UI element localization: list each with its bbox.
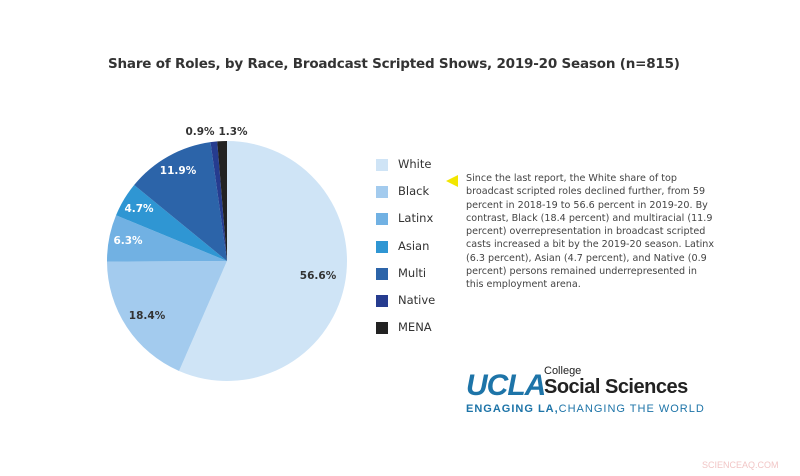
legend-swatch	[376, 322, 388, 335]
watermark: SCIENCEAQ.COM	[702, 460, 779, 470]
pie-slice-multi	[134, 142, 227, 261]
logo-social-sciences: Social Sciences	[544, 376, 688, 398]
legend-label: Asian	[398, 238, 430, 253]
chart-title: Share of Roles, by Race, Broadcast Scrip…	[108, 56, 680, 72]
legend-label: Black	[398, 184, 430, 199]
legend-swatch	[376, 213, 388, 226]
legend-item-asian: Asian	[376, 239, 435, 266]
data-label-mena: 1.3%	[218, 126, 248, 138]
legend-label: White	[398, 157, 432, 171]
logo-tagline: ENGAGING LA,CHANGING THE WORLD	[466, 403, 705, 415]
legend-label: Native	[398, 292, 436, 307]
legend-item-mena: MENA	[376, 320, 435, 347]
data-label-multi: 11.9%	[160, 165, 197, 177]
data-label-white: 56.6%	[300, 270, 337, 282]
data-label-native: 0.9%	[185, 126, 215, 138]
pie-slice-asian	[116, 185, 227, 261]
data-label-asian: 4.7%	[124, 203, 154, 215]
legend-swatch	[376, 267, 388, 280]
legend-swatch	[376, 240, 388, 253]
pie-slice-black	[107, 261, 227, 372]
pie-slice-native	[210, 141, 227, 261]
pie-slice-white	[179, 141, 347, 381]
data-label-latinx: 6.3%	[113, 235, 143, 247]
data-label-black: 18.4%	[129, 310, 166, 322]
logo-college: College	[544, 365, 582, 377]
legend-item-native: Native	[376, 293, 435, 320]
legend-swatch	[376, 159, 388, 171]
legend: White Black Latinx Asian Multi Native MENA	[376, 157, 435, 347]
legend-swatch	[376, 294, 388, 307]
legend-label: Latinx	[398, 211, 434, 226]
legend-swatch	[376, 186, 388, 199]
pie-slice-latinx	[107, 215, 227, 262]
legend-item-black: Black	[376, 184, 435, 211]
pointer-arrow-icon	[446, 175, 458, 187]
legend-item-white: White	[376, 157, 435, 184]
legend-item-multi: Multi	[376, 266, 435, 293]
legend-label: MENA	[398, 320, 432, 335]
logo-ucla: UCLA	[466, 369, 546, 402]
legend-label: Multi	[398, 265, 427, 280]
pie-slice-mena	[217, 141, 227, 261]
annotation-text: Since the last report, the White share o…	[466, 173, 715, 291]
legend-item-latinx: Latinx	[376, 211, 435, 238]
